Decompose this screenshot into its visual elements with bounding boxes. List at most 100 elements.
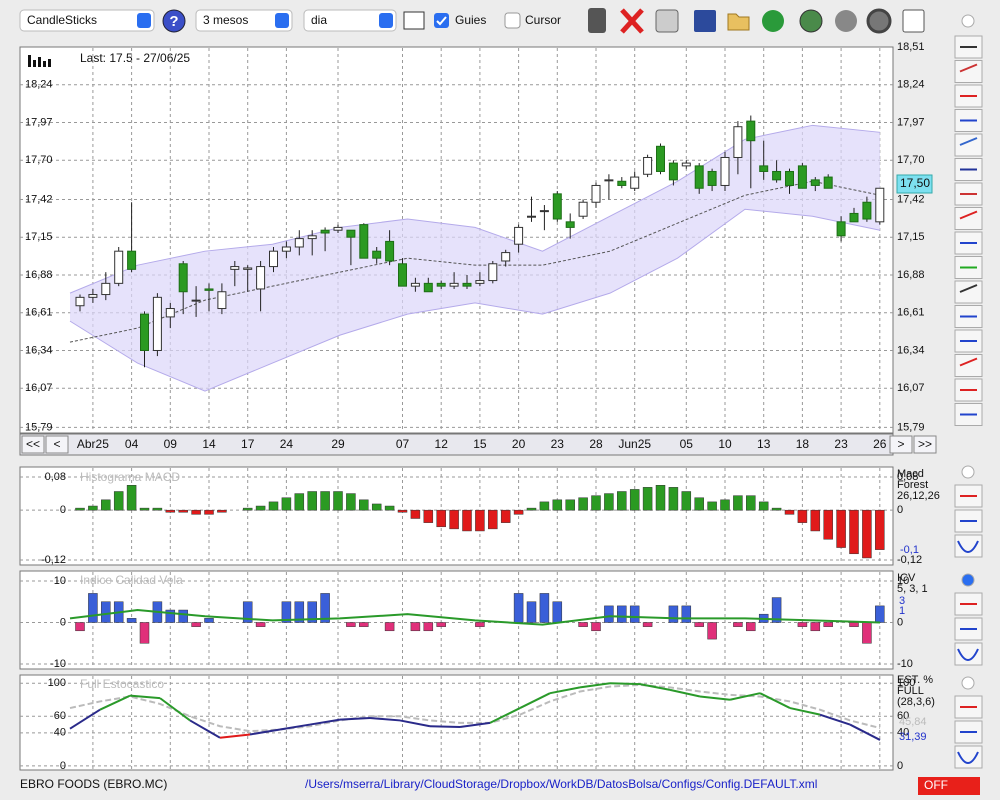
tool-button[interactable] <box>954 534 983 558</box>
euro-icon[interactable] <box>835 10 857 32</box>
config-path[interactable]: /Users/mserra/Library/CloudStorage/Dropb… <box>305 777 817 791</box>
tool-button[interactable] <box>954 280 983 304</box>
date-label: 18 <box>796 437 810 451</box>
nav-button[interactable] <box>21 435 45 454</box>
candle-body <box>810 179 820 186</box>
icv-bar <box>526 601 537 623</box>
guides-checkbox[interactable] <box>434 13 449 28</box>
y-tick-label-left: 16,34 <box>25 344 53 356</box>
macd-bar <box>720 499 730 511</box>
candle-body <box>617 180 627 186</box>
icv-line <box>69 609 881 626</box>
help-button[interactable] <box>162 9 186 33</box>
icv-bar <box>629 605 640 623</box>
candle-body <box>785 170 794 186</box>
table-icon[interactable] <box>403 11 425 30</box>
icv-bar <box>707 622 717 640</box>
tool-glyph <box>959 137 978 146</box>
panel-radio[interactable] <box>961 676 975 690</box>
trash-icon[interactable] <box>588 8 606 33</box>
legend-text: ICV <box>897 572 916 584</box>
tool-button[interactable] <box>954 354 983 377</box>
icv-bar <box>126 618 137 623</box>
icv-bar <box>797 622 808 627</box>
readout: 1 <box>899 605 905 617</box>
save-icon[interactable] <box>694 10 716 32</box>
candle-body <box>88 294 98 298</box>
icv-bar <box>668 605 679 623</box>
nav-button[interactable] <box>45 435 69 454</box>
tool-glyph <box>957 540 979 553</box>
side-toolbar <box>954 35 983 769</box>
radio[interactable] <box>961 14 975 28</box>
icv-bar <box>552 601 563 623</box>
tool-button[interactable] <box>954 642 983 666</box>
y-tick-label-left: 0 <box>60 616 66 628</box>
icv-bar <box>255 622 266 627</box>
stoch-main <box>639 683 671 691</box>
candle-body <box>294 238 304 248</box>
interval-select[interactable] <box>303 9 397 32</box>
date-label: 04 <box>125 437 139 451</box>
date-label: 26 <box>873 437 887 451</box>
print-icon[interactable] <box>655 9 679 33</box>
candle-body <box>75 296 85 307</box>
candle-body <box>759 165 769 172</box>
date-label: 28 <box>589 437 603 451</box>
nav-button[interactable] <box>889 435 913 454</box>
icv-bar <box>165 609 176 623</box>
nav-button[interactable] <box>913 435 937 454</box>
candle-body <box>746 120 756 142</box>
icv-bar <box>539 593 550 623</box>
refresh-icon[interactable] <box>762 10 784 32</box>
icv-bar <box>771 597 782 623</box>
delete-icon[interactable] <box>620 8 644 34</box>
open-icon[interactable] <box>727 13 750 31</box>
panel-radio[interactable] <box>961 573 975 587</box>
panel-radio[interactable] <box>961 465 975 479</box>
tool-button[interactable] <box>954 207 983 230</box>
icv-bar <box>746 622 756 632</box>
macd-bar <box>191 509 201 515</box>
panel-title: Full Estocastico <box>80 677 164 691</box>
tool-button[interactable] <box>954 745 983 769</box>
nav-label: > <box>897 437 904 451</box>
candle-body <box>152 296 162 351</box>
icv-bar <box>617 605 627 623</box>
globe-icon[interactable] <box>799 9 823 33</box>
y-tick-label-left: 16,07 <box>25 382 53 394</box>
interval-text: dia <box>311 13 327 27</box>
stoch-main <box>519 692 551 709</box>
macd-bar <box>152 507 163 511</box>
macd-bar <box>75 507 85 511</box>
tool-button[interactable] <box>954 60 983 83</box>
stoch-main <box>609 682 641 686</box>
calendar-icon[interactable] <box>902 9 925 33</box>
period-text: 3 mesos <box>203 13 248 27</box>
macd-bar <box>475 509 485 532</box>
candle-body <box>320 229 330 234</box>
tool-glyph <box>959 357 978 367</box>
cursor-checkbox[interactable] <box>504 12 521 29</box>
type-select[interactable] <box>19 9 155 32</box>
stoch-main <box>69 708 101 730</box>
period-select[interactable] <box>195 9 293 32</box>
macd-bar <box>88 505 98 511</box>
stoch-main <box>789 707 821 716</box>
macd-bar <box>552 499 563 511</box>
candle-body <box>385 240 395 262</box>
y-tick-label: 17,70 <box>897 154 925 166</box>
date-label: 15 <box>473 437 487 451</box>
candle-body <box>565 221 575 228</box>
icv-bar <box>681 605 692 623</box>
icv-bar <box>191 622 201 627</box>
tool-button[interactable] <box>954 133 983 157</box>
macd-bar <box>436 509 446 528</box>
y-tick-label: 17,15 <box>897 231 925 243</box>
y-tick-label-left: -0,12 <box>41 554 66 566</box>
y-tick-label-left: -10 <box>50 658 66 670</box>
off-indicator[interactable] <box>918 777 980 795</box>
settings-icon[interactable] <box>866 8 892 34</box>
stoch-main <box>669 688 701 698</box>
macd-bar <box>268 501 279 511</box>
